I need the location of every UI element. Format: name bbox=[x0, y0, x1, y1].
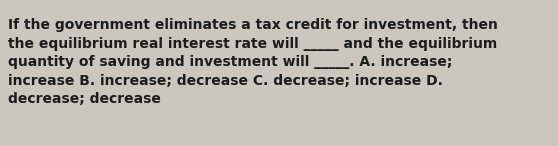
Text: If the government eliminates a tax credit for investment, then
the equilibrium r: If the government eliminates a tax credi… bbox=[8, 18, 498, 106]
